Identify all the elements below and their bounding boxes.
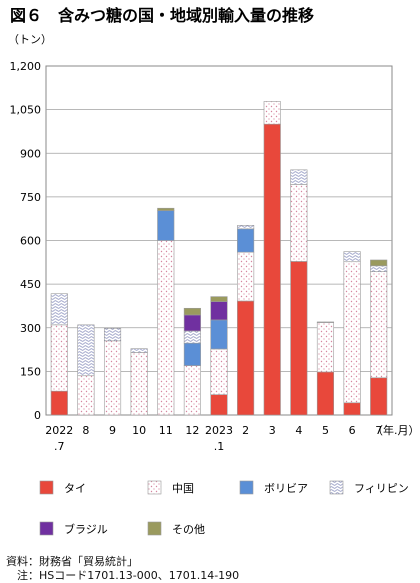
legend-swatch bbox=[239, 480, 254, 495]
bar-segment bbox=[316, 371, 335, 416]
bar-segment bbox=[237, 225, 255, 230]
bar-segment bbox=[343, 251, 361, 263]
y-tick-label: 0 bbox=[34, 409, 41, 422]
bar-segment bbox=[130, 352, 148, 416]
bar-segment bbox=[103, 340, 122, 416]
bar-segment bbox=[237, 228, 255, 253]
plot-area: 0 150 300 450 600 750 900 1,050 1,200 2022 .7 8 9 10 1… bbox=[10, 60, 393, 453]
bar-segment bbox=[210, 296, 228, 302]
bar-segment bbox=[50, 324, 68, 392]
bar-segment bbox=[183, 365, 201, 416]
legend-label: フィリピン bbox=[354, 482, 409, 495]
bar-segment bbox=[237, 300, 255, 416]
bar-segment bbox=[210, 394, 228, 416]
bar-segment bbox=[210, 301, 228, 321]
x-tick-label: 10 bbox=[132, 424, 146, 437]
x-tick-label: 3 bbox=[269, 424, 276, 437]
bar-segment bbox=[210, 319, 228, 350]
x-unit-label: （年.月） bbox=[372, 423, 420, 437]
x-tick-label: 4 bbox=[295, 424, 302, 437]
bar-segment bbox=[130, 348, 148, 353]
legend-swatch bbox=[39, 521, 54, 536]
legend-label: その他 bbox=[172, 523, 205, 536]
y-tick-label: 1,200 bbox=[10, 60, 42, 73]
y-tick-label: 300 bbox=[20, 322, 41, 335]
legend-label: タイ bbox=[64, 482, 86, 495]
y-tick-label: 900 bbox=[20, 147, 41, 160]
x-tick-sublabel: .1 bbox=[214, 440, 225, 453]
bar-segment bbox=[103, 328, 122, 342]
bar-segment bbox=[263, 101, 281, 125]
x-tick-label: 2023 bbox=[205, 424, 233, 437]
x-tick-label: 2022 bbox=[45, 424, 73, 437]
bar-segment bbox=[290, 184, 308, 262]
bar-segment bbox=[290, 261, 308, 416]
y-tick-label: 600 bbox=[20, 235, 41, 248]
bar-segment bbox=[263, 123, 281, 416]
chart-title: 図６ 含みつ糖の国・地域別輸入量の推移 bbox=[10, 6, 314, 25]
legend-label: ボリビア bbox=[264, 482, 308, 495]
x-tick-label: 8 bbox=[82, 424, 89, 437]
bar-segment bbox=[370, 271, 388, 379]
legend-label: ブラジル bbox=[64, 522, 108, 536]
x-tick-label: 12 bbox=[185, 424, 199, 437]
legend-label: 中国 bbox=[172, 482, 194, 495]
y-tick-label: 750 bbox=[20, 191, 41, 204]
bar-segment bbox=[290, 169, 308, 185]
legend-swatch bbox=[329, 480, 344, 495]
source-note: 資料：財務省「貿易統計」 bbox=[6, 555, 138, 568]
bar-segment bbox=[77, 324, 95, 377]
y-tick-label: 1,050 bbox=[10, 104, 42, 117]
bar-segment bbox=[183, 314, 201, 332]
bar-segment bbox=[157, 210, 175, 241]
x-tick-label: 5 bbox=[322, 424, 329, 437]
bar-segment bbox=[370, 265, 388, 272]
y-unit-label: （トン） bbox=[8, 33, 52, 46]
bar-segment bbox=[183, 307, 201, 316]
bar-segment bbox=[50, 293, 68, 326]
bar-segment bbox=[157, 207, 175, 211]
legend-swatch bbox=[39, 480, 54, 495]
bar-segment bbox=[183, 342, 201, 366]
x-tick-sublabel: .7 bbox=[54, 440, 65, 453]
legend-swatch bbox=[147, 521, 162, 536]
bar-segment bbox=[316, 321, 335, 323]
bar-segment bbox=[343, 402, 361, 416]
bar-segment bbox=[210, 348, 228, 395]
bar-segment bbox=[183, 330, 201, 344]
bar-segment bbox=[370, 259, 388, 267]
bar-segment bbox=[343, 261, 361, 404]
x-tick-label: 9 bbox=[109, 424, 116, 437]
x-tick-label: 11 bbox=[159, 424, 173, 437]
y-tick-label: 150 bbox=[20, 365, 41, 378]
y-tick-label: 450 bbox=[20, 278, 41, 291]
x-tick-label: 2 bbox=[242, 424, 249, 437]
bar-segment bbox=[50, 390, 68, 416]
legend-swatch bbox=[147, 480, 162, 495]
bar-segment bbox=[237, 251, 255, 302]
bar-segment bbox=[77, 375, 95, 416]
footnote: 注：HSコード1701.13-000、1701.14-190 bbox=[6, 569, 240, 582]
x-tick-label: 7 bbox=[375, 424, 382, 437]
bar-segment bbox=[370, 377, 388, 416]
x-tick-label: 6 bbox=[349, 424, 356, 437]
bar-segment bbox=[157, 240, 175, 416]
bar-segment bbox=[316, 322, 335, 373]
